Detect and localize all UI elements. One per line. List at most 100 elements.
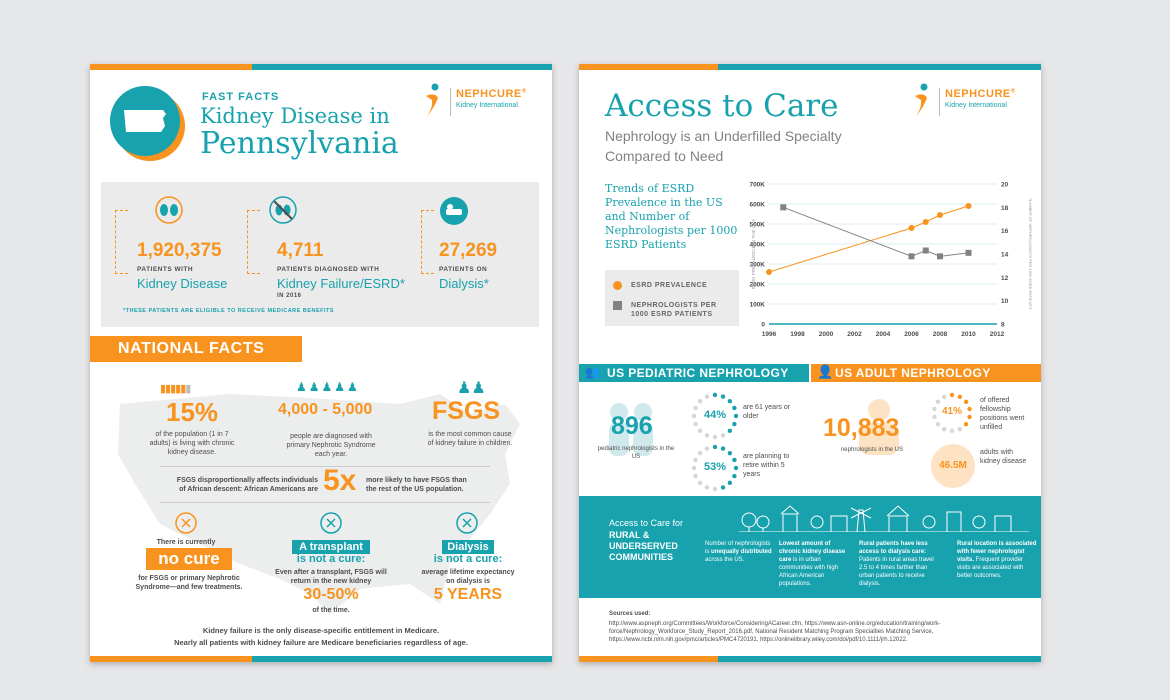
ring-dot: [963, 422, 969, 427]
x-tick-label: 1996: [762, 331, 777, 338]
rural-item-1: Number of nephrologists is unequally dis…: [705, 540, 773, 564]
ring-dot: [932, 414, 937, 420]
adult-pct-text: of offered fellowship positions went unf…: [980, 397, 1025, 431]
y-tick-label: 300K: [749, 262, 765, 269]
ring-dot: [691, 413, 697, 419]
nf4-divider-top: [160, 466, 490, 467]
rural-item-2-text: is in urban communities with high Africa…: [779, 557, 839, 587]
nephrologist-point: [780, 204, 787, 211]
ring-dot: [949, 392, 955, 398]
people-icon: 👥: [585, 365, 600, 379]
ring-dot: [712, 486, 718, 492]
ped-pct2: 53%: [703, 461, 727, 473]
pediatric-title: US PEDIATRIC NEPHROLOGY: [607, 366, 789, 380]
state-stats-panel: 1,920,375 PATIENTS WITH Kidney Disease 4…: [101, 182, 539, 327]
y2-tick-label: 20: [1001, 182, 1009, 189]
medicare-footnote: *THESE PATIENTS ARE ELIGIBLE TO RECEIVE …: [123, 308, 335, 314]
ring-dot: [697, 398, 703, 404]
legend-neph-label: NEPHROLOGISTS PER 1000 ESRD PATIENTS: [631, 302, 717, 318]
no-kidney-icon: [269, 196, 297, 224]
ring-dot: [693, 457, 698, 463]
ring-dot: [957, 427, 963, 432]
page1-title-line1: Kidney Disease in: [200, 104, 390, 128]
chart-legend: ESRD PREVALENCE NEPHROLOGISTS PER 1000 E…: [605, 270, 739, 326]
rural-item-4: Rural location is associated with fewer …: [957, 540, 1037, 580]
nf4-value: 5x: [323, 464, 357, 497]
x-circle-icon: [175, 512, 197, 534]
legend-neph-marker: [613, 301, 622, 310]
stat-1-big: Kidney Disease: [137, 276, 228, 291]
esrd-trend-chart: 0 100K 200K 300K 400K 500K 600K 700K 8 10 12 14 16 18…: [749, 182, 1033, 339]
y-tick-label: 200K: [749, 282, 765, 289]
pennsylvania-badge: [108, 84, 186, 162]
y-tick-label: 0: [761, 322, 765, 329]
page2-title: Access to Care: [605, 88, 839, 124]
stat-kidney-disease: 1,920,375 PATIENTS WITH Kidney Disease: [115, 196, 233, 306]
adult-ckd-text: adults with kidney disease: [980, 449, 1027, 465]
ring-dot: [949, 428, 955, 434]
bottom-color-bar: [579, 656, 1041, 662]
stat-kidney-failure: 4,711 PATIENTS DIAGNOSED WITH Kidney Fai…: [247, 196, 405, 306]
ped-pct1: 44%: [703, 409, 727, 421]
logo-name: NEPHCURE: [945, 88, 1011, 100]
nf2-text: people are diagnosed with primary Nephro…: [286, 433, 376, 458]
dialysis-icon: [440, 197, 468, 225]
pediatric-header: 👥 US PEDIATRIC NEPHROLOGY: [579, 364, 809, 382]
kidneys-icon: [155, 196, 183, 224]
page2-subtitle-2: Compared to Need: [605, 148, 724, 164]
ring-dot: [704, 485, 710, 490]
y-tick-label: 700K: [749, 182, 765, 189]
rural-item-1-pre: Number of nephrologists is: [705, 541, 771, 555]
esrd-point: [908, 225, 915, 231]
ring-dot: [733, 465, 739, 471]
ring-dot: [733, 413, 739, 419]
y2-tick-label: 12: [1001, 275, 1009, 282]
legend-esrd-label: ESRD PREVALENCE: [631, 282, 708, 289]
legend-esrd-marker: [613, 281, 622, 290]
pct-44-ring: [691, 392, 739, 440]
ring-dot: [697, 450, 703, 456]
nf7-sub: is not a cure:: [433, 553, 503, 565]
y-tick-label: 600K: [749, 202, 765, 209]
stat-3-big: Dialysis*: [439, 276, 489, 291]
pill-bottles-icon: ▮▮▮▮▮▮: [160, 383, 191, 395]
nephrologist-point: [937, 253, 943, 260]
y-tick-label: 100K: [749, 302, 765, 309]
esrd-point: [922, 219, 929, 225]
page1-title-line2: Pennsylvania: [200, 126, 399, 161]
stat-1-value: 1,920,375: [137, 240, 222, 261]
page2-subtitle-1: Nephrology is an Underfilled Specialty: [605, 128, 842, 144]
fast-facts-label: FAST FACTS: [202, 91, 280, 103]
x-tick-label: 1998: [790, 331, 805, 338]
nf4-divider-bottom: [160, 502, 490, 503]
ped-value: 896: [611, 412, 653, 440]
esrd-point: [937, 212, 943, 218]
nf6-value: 30-50%: [303, 586, 359, 603]
ckd-circle: [931, 444, 975, 488]
y2-tick-label: 16: [1001, 228, 1009, 235]
nephcure-figure-icon: [426, 83, 439, 118]
ring-dot: [693, 473, 698, 479]
national-facts-header: NATIONAL FACTS: [90, 336, 302, 362]
ped-pct2-text: are planning to retire within 5 years: [743, 453, 790, 478]
y-tick-label: 400K: [749, 242, 765, 249]
logo-trademark: ®: [1010, 88, 1016, 95]
adult-silhouette-icon: [859, 399, 899, 455]
nephrologist-point: [922, 247, 929, 254]
rural-title-2: RURAL & UNDERSERVED COMMUNITIES: [609, 530, 678, 562]
nf6-text: Even after a transplant, FSGS will retur…: [275, 569, 387, 585]
nf4-left: FSGS disproportionally affects individua…: [176, 477, 318, 493]
nf3-text: is the most common cause of kidney failu…: [427, 431, 513, 447]
sources-text: http://www.aspneph.org/Committees/Workfo…: [609, 621, 941, 643]
ring-dot: [697, 480, 703, 486]
nf6-title: A transplant: [292, 540, 370, 554]
ring-dot: [732, 405, 737, 411]
ring-dot: [704, 446, 710, 451]
children-icon: ♟♟: [457, 380, 486, 397]
rural-item-4-bold: Rural location is associated with fewer …: [957, 541, 1037, 563]
ring-dot: [720, 433, 726, 438]
nephcure-logo: NEPHCURE® Kidney International: [420, 82, 540, 126]
adult-header: 👤 US ADULT NEPHROLOGY: [811, 364, 1041, 382]
rural-item-2-bold: Lowest amount of chronic kidney disease …: [779, 541, 846, 563]
y2-axis-title: NUMBER OF NEPHROLOGISTS PER 1000 ESRD PA…: [1028, 198, 1033, 310]
